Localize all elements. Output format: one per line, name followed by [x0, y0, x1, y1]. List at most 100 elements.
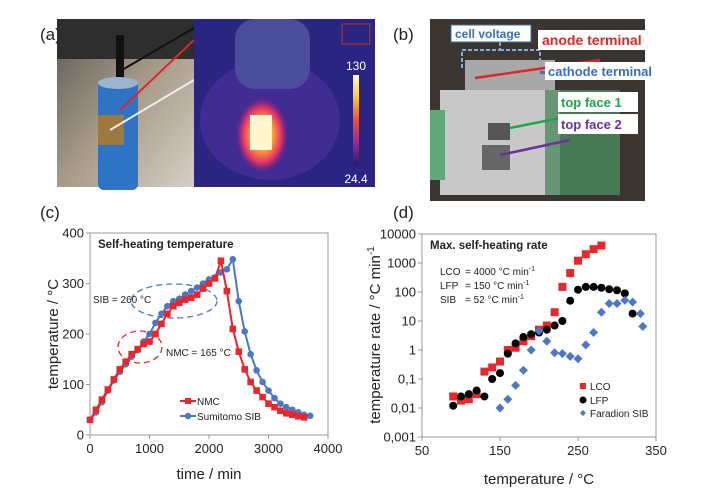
- data-point: [229, 325, 237, 333]
- data-point: [612, 299, 622, 309]
- data-point: [247, 378, 254, 386]
- nmc-onset-ellipse: [117, 330, 163, 364]
- data-point: [550, 321, 559, 330]
- data-point: [589, 282, 598, 291]
- y-tick-label: 1: [409, 343, 416, 358]
- data-point: [597, 241, 606, 250]
- data-point: [613, 286, 621, 295]
- data-point: [122, 358, 129, 366]
- annotation-nmc: NMC = 165 °C: [166, 348, 231, 359]
- data-point: [511, 380, 521, 390]
- data-point: [589, 328, 599, 338]
- legend-marker-sib: [184, 412, 192, 420]
- data-point: [581, 340, 591, 350]
- data-point: [620, 295, 630, 305]
- data-point: [86, 416, 94, 424]
- data-point: [175, 299, 183, 306]
- thermal-image: 130 24.4: [194, 19, 375, 187]
- data-point: [565, 351, 575, 361]
- data-point: [158, 320, 165, 328]
- y-tick-label: 0,01: [391, 401, 416, 416]
- x-tick-label: 50: [415, 443, 429, 458]
- data-point: [92, 406, 100, 414]
- data-point: [542, 325, 551, 334]
- data-point: [534, 326, 544, 336]
- callout-cathode-terminal: cathode terminal: [548, 64, 652, 79]
- y-tick-label: 100: [394, 285, 416, 300]
- panel-a-label: (a): [40, 25, 61, 44]
- data-point: [581, 250, 590, 259]
- y-tick-label: 0,1: [398, 372, 416, 387]
- data-point: [241, 366, 248, 373]
- data-point: [164, 302, 171, 310]
- callout-top-face-1: top face 1: [561, 95, 622, 110]
- data-point: [170, 302, 177, 310]
- x-tick-label: 4000: [314, 441, 343, 456]
- data-point: [98, 396, 106, 403]
- chart-max-self-heating-rate: Max. self-heating rate temperature / °C …: [366, 227, 667, 489]
- series-nmc: [86, 256, 308, 424]
- data-point: [259, 378, 266, 386]
- y-tick-label: 300: [62, 276, 84, 291]
- data-point: [289, 406, 296, 414]
- data-point: [503, 394, 513, 404]
- data-point: [589, 245, 598, 254]
- series-lco: [449, 241, 606, 405]
- x-tick-label: 250: [567, 443, 589, 458]
- y-tick-label: 200: [62, 327, 84, 342]
- data-point: [511, 343, 520, 352]
- data-point: [496, 357, 504, 366]
- data-point: [289, 411, 296, 419]
- data-point: [480, 367, 489, 376]
- data-point: [605, 285, 614, 294]
- data-point: [170, 297, 177, 305]
- sib-onset-ellipse: [130, 283, 218, 319]
- callout-top-face-2: top face 2: [561, 117, 622, 132]
- data-point: [480, 392, 489, 401]
- data-point: [581, 282, 590, 291]
- legend-marker-lfp: [579, 396, 587, 404]
- callout-cell-voltage: cell voltage: [455, 27, 521, 41]
- data-point: [495, 403, 505, 413]
- data-point: [628, 309, 637, 318]
- chart-self-heating-temperature: Self-heating temperature time / min temp…: [45, 226, 342, 484]
- data-point: [449, 401, 458, 410]
- data-point: [596, 307, 606, 317]
- data-point: [217, 257, 225, 265]
- legend-label-faradion: Faradion SIB: [590, 409, 649, 420]
- data-point: [146, 330, 153, 338]
- legend: LCO LFP Faradion SIB: [579, 382, 649, 420]
- data-point: [464, 395, 473, 404]
- data-point: [496, 369, 504, 378]
- data-point: [158, 310, 165, 318]
- x-tick-label: 1000: [135, 441, 164, 456]
- data-point: [134, 345, 141, 353]
- annotation-sib: SIB = 52 °C min-1: [440, 294, 524, 306]
- y-tick-label: 10: [402, 314, 416, 329]
- data-point: [526, 345, 536, 355]
- annotation-lco: LCO = 4000 °C min-1: [440, 266, 535, 278]
- data-point: [193, 284, 201, 291]
- data-point: [566, 296, 575, 305]
- data-point: [519, 333, 528, 342]
- x-tick-label: 2000: [195, 441, 224, 456]
- data-point: [152, 330, 159, 338]
- data-point: [300, 414, 308, 421]
- data-point: [518, 365, 528, 375]
- data-point: [265, 400, 272, 407]
- data-point: [457, 396, 465, 405]
- data-point: [620, 289, 629, 298]
- data-point: [464, 390, 473, 399]
- data-point: [277, 400, 284, 407]
- data-point: [542, 321, 551, 330]
- legend: NMC Sumitomo SIB: [180, 397, 261, 423]
- data-point: [294, 413, 302, 420]
- data-point: [128, 350, 135, 358]
- y-tick-label: 100: [62, 377, 84, 392]
- legend-marker-nmc: [185, 398, 191, 404]
- x-tick-label: 150: [489, 443, 511, 458]
- plot-area: [421, 233, 657, 438]
- legend-label-sib: Sumitomo SIB: [197, 412, 261, 423]
- data-point: [146, 338, 153, 345]
